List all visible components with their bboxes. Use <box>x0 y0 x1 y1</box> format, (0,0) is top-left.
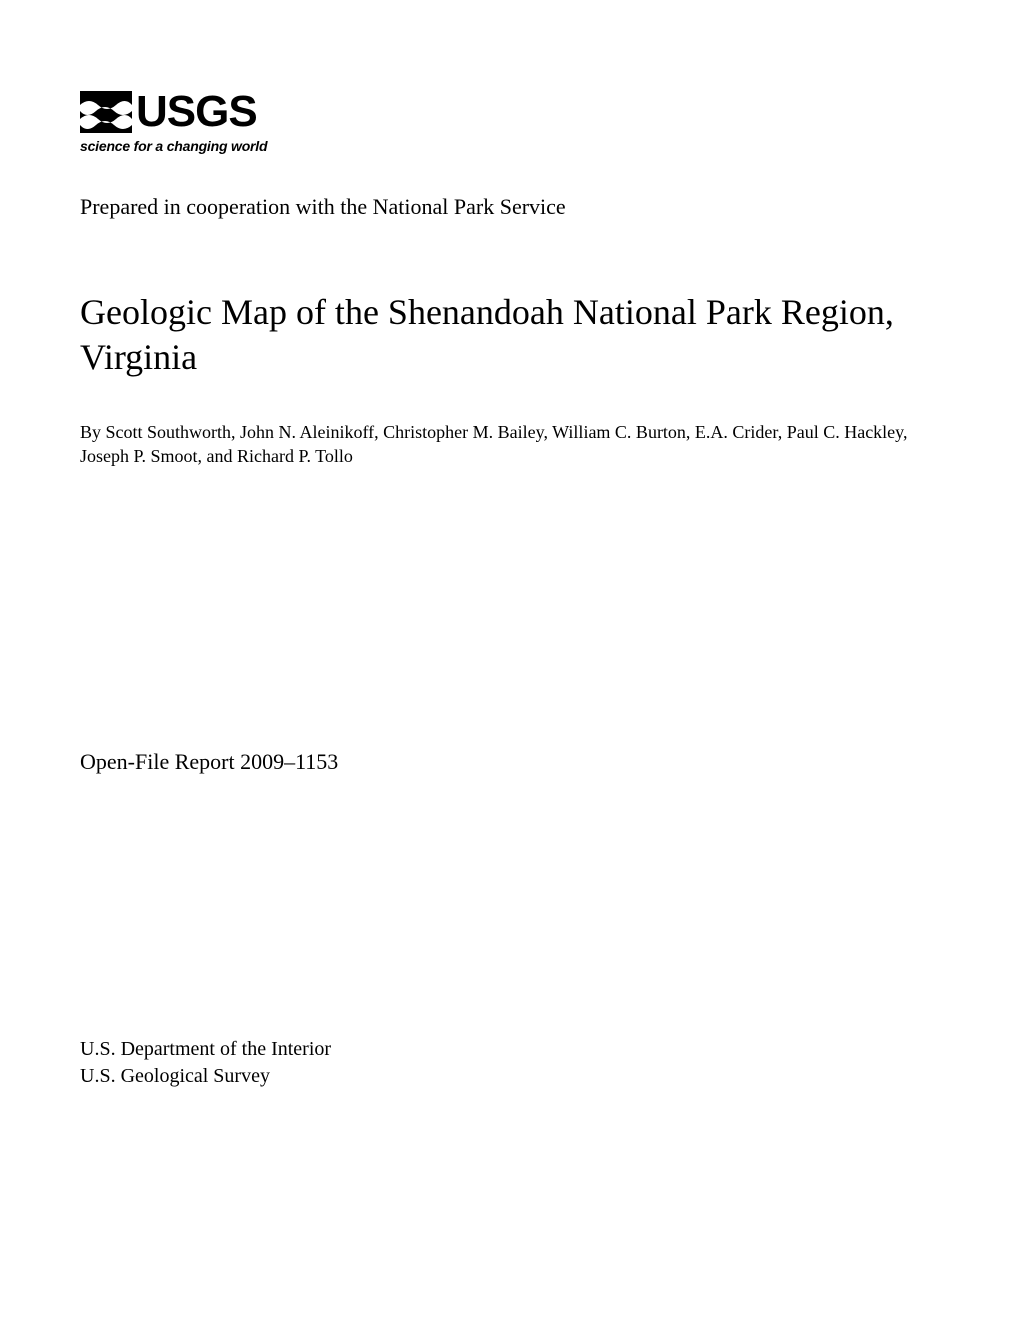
footer-department: U.S. Department of the Interior <box>80 1036 331 1063</box>
footer-agency: U.S. Geological Survey <box>80 1063 331 1090</box>
cooperation-line: Prepared in cooperation with the Nationa… <box>80 194 940 220</box>
usgs-logo-block: USGS science for a changing world <box>80 90 940 154</box>
usgs-tagline: science for a changing world <box>80 138 940 154</box>
document-title: Geologic Map of the Shenandoah National … <box>80 290 940 380</box>
logo-row: USGS <box>80 90 940 134</box>
authors-line: By Scott Southworth, John N. Aleinikoff,… <box>80 420 940 469</box>
footer-block: U.S. Department of the Interior U.S. Geo… <box>80 1036 331 1090</box>
usgs-wave-mark-icon <box>80 91 132 133</box>
usgs-acronym: USGS <box>136 90 257 134</box>
report-id: Open-File Report 2009–1153 <box>80 749 940 775</box>
